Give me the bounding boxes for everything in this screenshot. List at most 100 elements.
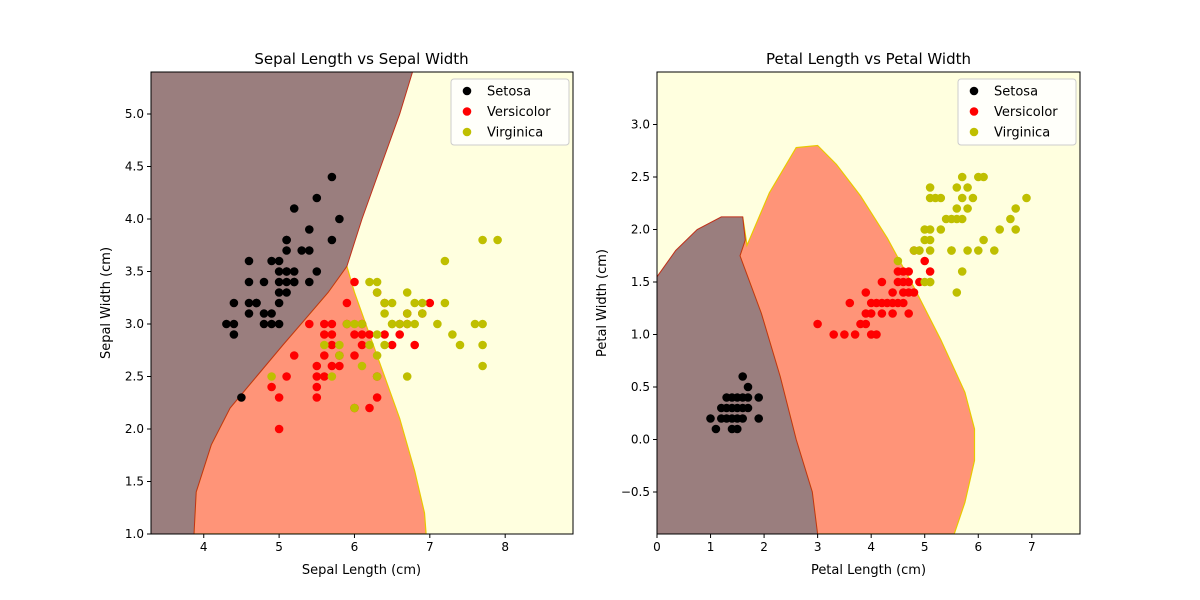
data-point [440,298,450,308]
data-point [904,277,913,287]
data-point [979,172,988,182]
data-point [957,193,967,203]
x-tick-label: 7 [426,540,434,554]
data-point [267,309,276,318]
chart-petal: Petal Length vs Petal Width Petal Length… [595,50,1081,578]
data-point [357,361,367,371]
data-point [335,351,344,360]
data-point [357,330,367,339]
data-point [952,288,962,297]
data-point [289,267,299,276]
x-axis-label: Petal Length (cm) [811,563,926,578]
y-tick-label: 1.0 [631,328,650,342]
data-point [706,414,715,423]
data-point [282,288,291,297]
x-tick-label: 4 [867,540,875,554]
region-setosa [657,216,819,534]
data-point [259,309,269,318]
data-point [410,319,420,329]
data-point [222,319,231,329]
data-point [244,298,254,308]
data-point [845,298,855,308]
y-tick-label: 3.0 [125,317,144,331]
data-point [305,246,314,255]
axes-frame [656,71,1081,535]
y-tick-label: 5.0 [125,107,144,121]
legend-marker [969,127,979,137]
data-point [711,424,721,434]
data-point [738,372,747,381]
data-point [342,319,352,329]
data-point [365,340,374,350]
legend-marker [462,127,472,137]
data-point [282,267,291,276]
data-point [813,319,822,329]
legend: Setosa Versicolor Virginica [450,78,570,146]
legend-marker [462,107,472,116]
data-point [395,330,405,339]
data-point [267,372,276,381]
legend-label: Setosa [487,85,531,100]
x-tick-label: 4 [200,540,208,554]
data-point [418,309,427,318]
data-point [888,288,897,297]
data-point [402,309,412,318]
data-point [904,309,913,318]
data-point [952,183,962,192]
data-point [327,235,337,245]
x-tick-label: 0 [653,540,661,554]
data-point [925,277,935,287]
data-point [877,277,887,287]
x-axis-label: Sepal Length (cm) [302,563,421,578]
data-point [312,193,322,203]
series-setosa [222,172,344,402]
data-point [925,225,935,234]
x-tick-label: 2 [760,540,768,554]
data-point [335,340,344,350]
data-point [893,256,903,266]
y-tick-label: 2.0 [631,223,650,237]
data-point [425,298,435,308]
data-point [274,319,284,329]
data-point [861,288,871,297]
y-tick-label: 2.5 [125,370,144,384]
data-point [350,330,359,339]
data-point [274,424,284,434]
data-point [244,277,254,287]
data-point [259,277,269,287]
legend: Setosa Versicolor Virginica [957,78,1077,146]
data-point [909,288,919,297]
data-point [365,277,374,287]
data-point [320,330,329,339]
data-point [372,288,382,297]
axes-frame [150,71,574,535]
data-point [335,214,344,224]
data-point [925,267,935,276]
data-point [1011,204,1020,213]
data-point [840,330,849,339]
data-point [915,246,924,255]
data-point [738,414,747,423]
series-versicolor [813,246,935,339]
data-point [925,183,935,192]
legend-box [957,78,1077,146]
data-point [289,204,299,213]
data-point [350,351,359,360]
plot-area [657,72,1080,534]
data-point [957,267,967,276]
data-point [357,340,367,350]
x-tick-label: 5 [921,540,929,554]
legend-label: Virginica [487,126,543,141]
data-point [478,319,487,329]
data-point [402,372,412,381]
data-point [252,298,261,308]
data-point [229,319,239,329]
data-point [274,288,284,297]
data-point [990,246,999,255]
x-tick-label: 6 [974,540,982,554]
chart-title: Petal Length vs Petal Width [766,50,971,68]
data-point [327,372,337,381]
y-tick-label: 3.5 [125,265,144,279]
data-point [357,319,367,329]
data-point [936,225,946,234]
